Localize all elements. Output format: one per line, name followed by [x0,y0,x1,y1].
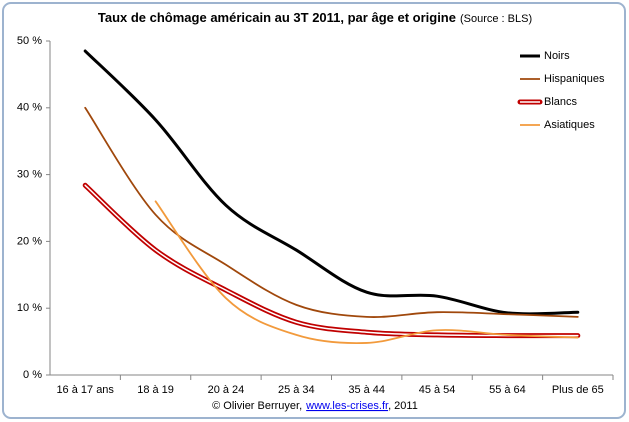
legend-label: Noirs [544,50,570,62]
y-tick-label: 30 % [17,169,42,181]
y-tick-label: 40 % [17,102,42,114]
chart-title: Taux de chômage américain au 3T 2011, pa… [98,10,456,25]
chart-title-group: Taux de chômage américain au 3T 2011, pa… [98,10,532,25]
footer: © Olivier Berruyer, www.les-crises.fr, 20… [212,400,418,412]
x-tick-label: 45 à 54 [419,384,456,396]
x-tick-label: 18 à 19 [137,384,174,396]
chart-subtitle: (Source : BLS) [460,13,532,25]
credit-year: , 2011 [388,400,418,412]
line [84,106,579,318]
x-tick-label: 16 à 17 ans [56,384,114,396]
x-tick-label: Plus de 65 [552,384,604,396]
y-tick-label: 50 % [17,35,42,47]
credit-link[interactable]: www.les-crises.fr [305,400,389,412]
x-tick-label: 55 à 64 [489,384,526,396]
y-tick-label: 20 % [17,235,42,247]
line-inner [84,184,579,337]
legend-label: Hispaniques [544,73,605,85]
line [83,49,580,316]
legend-label: Asiatiques [544,119,595,131]
credit: © Olivier Berruyer, [212,400,302,412]
legend-label: Blancs [544,96,578,108]
x-tick-label: 35 à 44 [348,384,385,396]
y-tick-label: 0 % [23,369,42,381]
x-tick-label: 25 à 34 [278,384,315,396]
line [154,200,579,345]
x-tick-label: 20 à 24 [208,384,245,396]
y-tick-label: 10 % [17,302,42,314]
